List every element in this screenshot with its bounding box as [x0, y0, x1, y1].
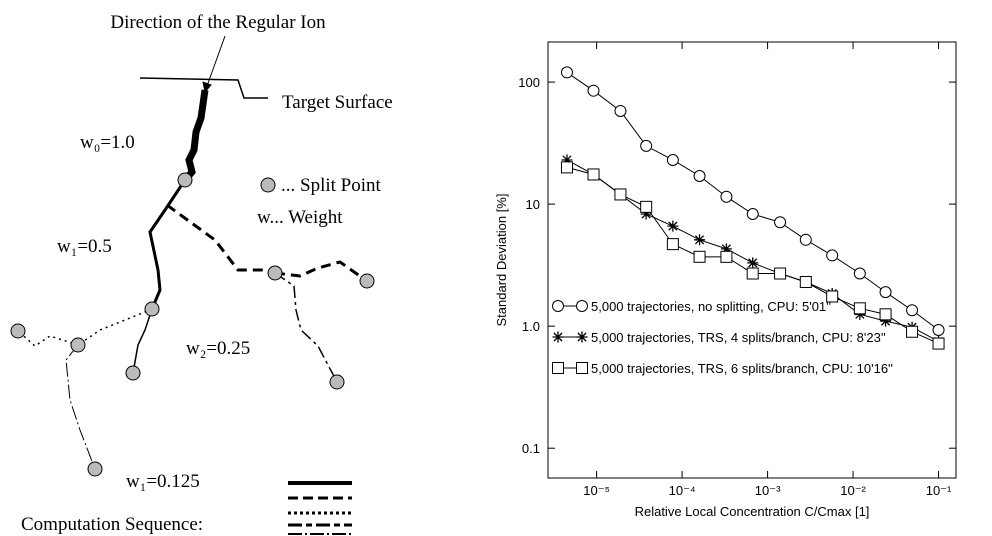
marker: [720, 243, 732, 255]
marker: [666, 153, 679, 166]
marker: [747, 257, 759, 269]
marker: [774, 216, 787, 229]
legend-marker: [552, 331, 564, 343]
diagram-lines: [17, 35, 368, 535]
legend-label: 5,000 trajectories, TRS, 4 splits/branch…: [591, 330, 886, 345]
marker: [774, 267, 787, 280]
marker: [614, 188, 627, 201]
marker: [587, 84, 600, 97]
x-tick-label: 10⁻³: [755, 483, 781, 498]
legend-marker: [576, 362, 588, 374]
marker: [640, 139, 653, 152]
marker: [826, 249, 839, 262]
marker: [561, 154, 573, 166]
legend-marker: [576, 300, 588, 312]
legend: 5,000 trajectories, no splitting, CPU: 5…: [552, 299, 893, 376]
x-axis-label: Relative Local Concentration C/Cmax [1]: [635, 504, 870, 519]
marker: [693, 169, 706, 182]
marker: [746, 267, 759, 280]
marker: [799, 276, 812, 289]
plot-frame: [547, 41, 957, 479]
marker: [906, 304, 919, 317]
marker: [932, 324, 945, 337]
legend-label: 5,000 trajectories, no splitting, CPU: 5…: [591, 299, 831, 314]
x-tick-label: 10⁻⁴: [669, 483, 696, 498]
legend-weight: w... Weight: [257, 207, 343, 228]
marker: [666, 238, 679, 251]
marker: [854, 308, 866, 320]
marker: [746, 207, 759, 220]
marker: [879, 308, 892, 321]
weight-label: w₁=0.125: [126, 471, 200, 492]
marker: [826, 290, 839, 303]
marker: [799, 233, 812, 246]
weight-label: w₀=1.0: [80, 132, 135, 153]
marker: [560, 66, 573, 79]
weight-label: w₁=0.5: [57, 236, 112, 257]
marker: [560, 161, 573, 174]
y-tick-label: 100: [518, 75, 540, 90]
marker: [853, 267, 866, 280]
marker: [853, 302, 866, 315]
y-axis-label: Standard Deviation [%]: [494, 194, 509, 327]
diagram: Direction of the Regular Ion Target Surf…: [10, 12, 393, 535]
surface-label: Target Surface: [282, 92, 393, 113]
marker: [720, 190, 733, 203]
x-tick-label: 10⁻¹: [926, 483, 952, 498]
split-points: [10, 172, 375, 477]
marker: [587, 168, 600, 181]
marker: [880, 315, 892, 327]
diagram-title: Direction of the Regular Ion: [110, 12, 326, 33]
y-tick-label: 1.0: [522, 319, 540, 334]
marker: [667, 220, 679, 232]
y-tick-label: 0.1: [522, 441, 540, 456]
legend-marker: [552, 300, 564, 312]
legend-label: 5,000 trajectories, TRS, 6 splits/branch…: [591, 361, 893, 376]
x-tick-label: 10⁻²: [840, 483, 866, 498]
marker: [932, 337, 945, 350]
marker: [640, 200, 653, 213]
weight-label: w₂=0.25: [186, 338, 250, 359]
marker: [614, 104, 627, 117]
legend-marker: [576, 331, 588, 343]
marker: [640, 208, 652, 220]
legend-marker: [552, 362, 564, 374]
marker: [694, 234, 706, 246]
sequence-label: Computation Sequence:: [21, 514, 203, 535]
marker: [720, 250, 733, 263]
x-tick-label: 10⁻⁵: [583, 483, 610, 498]
marker: [879, 286, 892, 299]
marker: [693, 250, 706, 263]
legend-split: ... Split Point: [281, 175, 381, 196]
marker: [906, 325, 919, 338]
y-tick-label: 10: [526, 197, 540, 212]
